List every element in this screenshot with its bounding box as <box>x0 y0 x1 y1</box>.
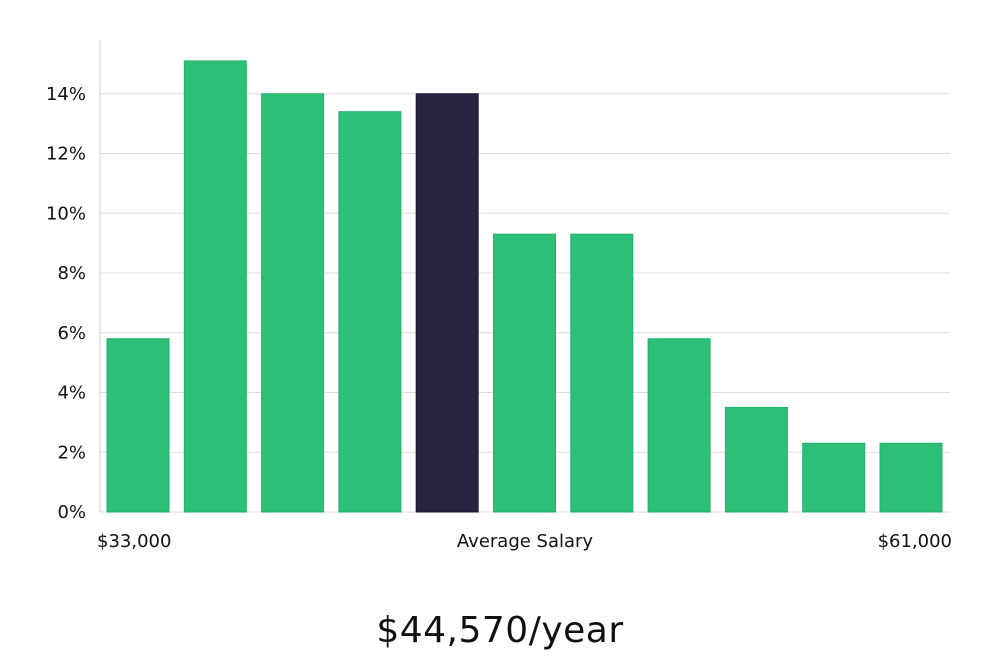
y-tick-label: 2% <box>57 442 86 463</box>
bar <box>724 406 788 513</box>
bar <box>106 338 170 513</box>
x-axis-max-label: $61,000 <box>878 531 952 552</box>
y-tick-label: 10% <box>46 203 86 224</box>
average-salary-value: $44,570/year <box>376 610 624 651</box>
bar <box>879 442 943 513</box>
bar <box>647 338 711 513</box>
y-tick-label: 0% <box>57 502 86 523</box>
y-tick-label: 4% <box>57 383 86 404</box>
y-tick-label: 6% <box>57 323 86 344</box>
bar <box>261 93 325 513</box>
bars <box>106 60 943 513</box>
x-axis-title: Average Salary <box>457 531 594 552</box>
y-tick-label: 12% <box>46 144 86 165</box>
y-tick-label: 8% <box>57 263 86 284</box>
x-axis-min-label: $33,000 <box>97 531 171 552</box>
bar <box>570 233 634 513</box>
bar <box>802 442 866 513</box>
y-axis-ticks: 0% 2% 4% 6% 8% 10% 12% 14% <box>46 84 86 523</box>
bar <box>338 111 402 513</box>
bar <box>493 233 556 513</box>
y-tick-label: 14% <box>46 84 86 105</box>
salary-histogram: 0% 2% 4% 6% 8% 10% 12% 14% $33,000 Average Sala… <box>46 40 952 552</box>
bar <box>183 60 247 513</box>
bar-average-salary <box>415 93 479 513</box>
